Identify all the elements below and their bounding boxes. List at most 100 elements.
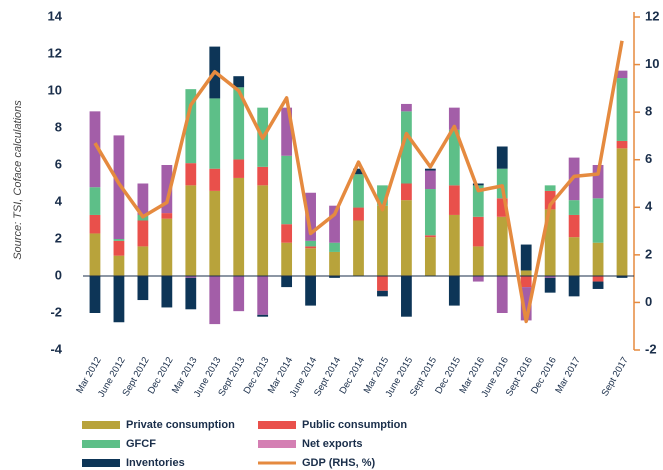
y-tick-label: -4 bbox=[50, 341, 62, 356]
bar-segment bbox=[161, 218, 173, 276]
bar-segment bbox=[329, 205, 340, 243]
bar-segment bbox=[616, 78, 628, 141]
y2-tick-label: 0 bbox=[645, 294, 652, 309]
bar-segment bbox=[257, 314, 269, 317]
bar-segment bbox=[448, 214, 460, 276]
bar-segment bbox=[257, 276, 269, 315]
bar-segment bbox=[161, 276, 173, 308]
bar-segment bbox=[281, 242, 293, 276]
y-tick-label: 4 bbox=[55, 193, 63, 208]
bar-segment bbox=[472, 183, 484, 186]
bar-segment bbox=[353, 168, 364, 175]
y2-tick-label: 6 bbox=[645, 151, 652, 166]
bar-segment bbox=[496, 198, 508, 217]
y-tick-label: 8 bbox=[55, 119, 62, 134]
bar-segment bbox=[592, 242, 604, 276]
bar-segment bbox=[496, 276, 508, 313]
bar-segment bbox=[305, 246, 316, 249]
bar-segment bbox=[377, 276, 388, 291]
bar-segment bbox=[305, 276, 316, 306]
bar-segment bbox=[281, 155, 293, 225]
bar-segment bbox=[281, 107, 293, 156]
bar-segment bbox=[113, 240, 125, 256]
bar-segment bbox=[448, 185, 460, 215]
bar-segment bbox=[496, 216, 508, 276]
y2-tick-label: 10 bbox=[645, 56, 659, 71]
y-tick-label: 2 bbox=[55, 230, 62, 245]
bar-segment bbox=[233, 159, 245, 178]
bar-segment bbox=[377, 185, 388, 206]
legend-swatch bbox=[82, 421, 120, 429]
bar-segment bbox=[137, 276, 149, 301]
bar-segment bbox=[377, 205, 388, 276]
bar-segment bbox=[472, 185, 484, 217]
legend-swatch bbox=[258, 440, 296, 448]
bar-segment bbox=[353, 174, 364, 208]
y2-tick-label: 4 bbox=[645, 199, 653, 214]
bar-segment bbox=[281, 224, 293, 243]
bar-segment bbox=[616, 276, 628, 278]
bar-segment bbox=[496, 168, 508, 199]
bar-segment bbox=[568, 237, 580, 276]
bar-segment bbox=[520, 276, 532, 288]
legend-label: GDP (RHS, %) bbox=[302, 457, 375, 469]
bar-segment bbox=[544, 185, 556, 191]
legend-swatch bbox=[82, 459, 120, 467]
bar-segment bbox=[209, 190, 221, 276]
bar-segment bbox=[568, 214, 580, 238]
bar-segment bbox=[137, 220, 149, 247]
bar-segment bbox=[137, 246, 149, 276]
bar-segment bbox=[233, 87, 245, 160]
legend-label: Net exports bbox=[302, 438, 363, 450]
bar-segment bbox=[424, 170, 436, 190]
bar-segment bbox=[401, 183, 412, 201]
bar-segment bbox=[544, 190, 556, 210]
bar-segment bbox=[185, 277, 197, 310]
bar-segment bbox=[233, 276, 245, 312]
y-tick-label: 12 bbox=[48, 45, 62, 60]
bar-segment bbox=[568, 276, 580, 297]
bar-segment bbox=[520, 287, 532, 321]
bar-segment bbox=[137, 183, 149, 215]
bar-segment bbox=[616, 70, 628, 79]
y-tick-label: 0 bbox=[55, 267, 62, 282]
bar-segment bbox=[113, 276, 125, 323]
y2-tick-label: 8 bbox=[645, 104, 652, 119]
bar-segment bbox=[89, 111, 101, 188]
bar-segment bbox=[305, 240, 316, 247]
bar-segment bbox=[568, 200, 580, 215]
bar-segment bbox=[281, 276, 293, 288]
bar-segment bbox=[353, 220, 364, 276]
legend-label: Public consumption bbox=[302, 419, 407, 431]
y-tick-label: 14 bbox=[48, 8, 63, 23]
bar-segment bbox=[472, 216, 484, 247]
bar-segment bbox=[305, 192, 316, 241]
bar-segment bbox=[401, 200, 412, 276]
bar-segment bbox=[544, 277, 556, 293]
bar-segment bbox=[209, 98, 221, 169]
bar-segment bbox=[257, 185, 269, 276]
bar-segment bbox=[185, 276, 197, 278]
gdp-line bbox=[93, 40, 624, 324]
bar-segment bbox=[592, 276, 604, 282]
bar-segment bbox=[329, 242, 340, 252]
bar-segment bbox=[113, 239, 125, 241]
bar-segment bbox=[616, 148, 628, 276]
bar-segment bbox=[544, 209, 556, 276]
bar-segment bbox=[401, 276, 412, 317]
bar-segment bbox=[424, 168, 436, 171]
bar-segment bbox=[89, 233, 101, 276]
bar-segment bbox=[472, 246, 484, 276]
bar-segment bbox=[377, 290, 388, 297]
y2-tick-label: 2 bbox=[645, 246, 652, 261]
bar-segment bbox=[472, 276, 484, 282]
bar-segment bbox=[401, 103, 412, 112]
bar-segment bbox=[305, 248, 316, 276]
bar-segment bbox=[448, 276, 460, 306]
legend-swatch bbox=[82, 440, 120, 448]
bar-segment bbox=[616, 140, 628, 149]
bar-segment bbox=[520, 270, 532, 276]
y-tick-label: 6 bbox=[55, 156, 62, 171]
bar-segment bbox=[448, 107, 460, 130]
